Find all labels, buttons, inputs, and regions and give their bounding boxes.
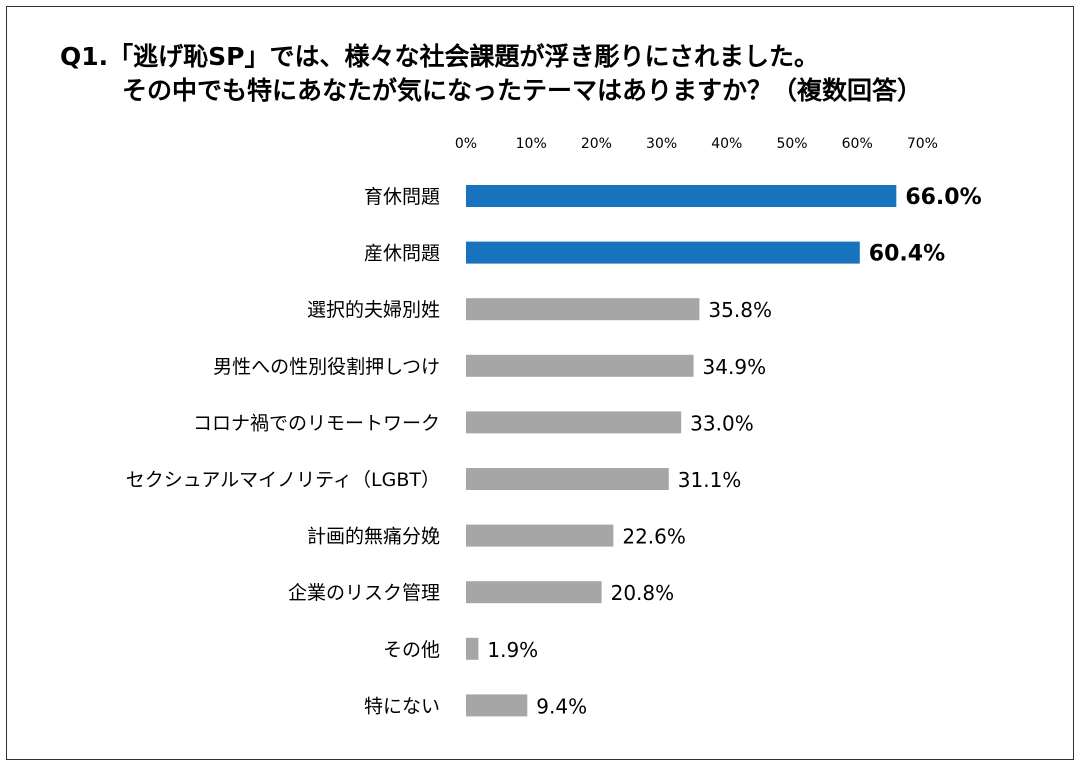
bar (466, 185, 897, 207)
data-label: 33.0% (690, 411, 754, 435)
data-label: 22.6% (622, 525, 686, 549)
bar (466, 524, 614, 547)
x-tick-label: 30% (646, 136, 677, 152)
category-label: 企業のリスク管理 (288, 582, 440, 604)
bar (466, 637, 479, 660)
data-label: 20.8% (611, 581, 675, 605)
data-label: 1.9% (487, 638, 538, 662)
data-label: 66.0% (905, 185, 981, 210)
category-label: 産休問題 (364, 243, 440, 265)
bar (466, 298, 700, 321)
chart-title-line2: その中でも特にあなたが気になったテーマはありますか？（複数回答） (122, 76, 923, 105)
data-label: 34.9% (703, 355, 767, 379)
bar (466, 694, 528, 717)
category-label: 特にない (364, 695, 440, 717)
x-tick-label: 60% (842, 136, 873, 152)
data-label: 31.1% (678, 468, 742, 492)
bar (466, 411, 682, 434)
x-tick-label: 70% (907, 136, 938, 152)
x-tick-label: 40% (711, 136, 742, 152)
data-label: 9.4% (536, 694, 587, 718)
x-tick-label: 10% (516, 136, 547, 152)
category-label: コロナ禍でのリモートワーク (193, 412, 440, 434)
data-label: 60.4% (869, 242, 945, 267)
bar (466, 354, 694, 377)
x-tick-label: 0% (455, 136, 477, 152)
chart-title: Q1.「逃げ恥SP」では、様々な社会課題が浮き彫りにされました。 その中でも特に… (60, 40, 922, 108)
x-tick-label: 50% (776, 136, 807, 152)
category-label: 選択的夫婦別姓 (307, 299, 440, 321)
bar (466, 581, 602, 604)
bar (466, 241, 860, 264)
bar (466, 468, 669, 490)
x-tick-label: 20% (581, 136, 612, 152)
category-label: 育休問題 (364, 186, 440, 208)
data-label: 35.8% (708, 298, 772, 322)
chart-frame (6, 6, 1074, 760)
chart-title-line1: Q1.「逃げ恥SP」では、様々な社会課題が浮き彫りにされました。 (60, 42, 819, 71)
category-label: 男性への性別役割押しつけ (213, 356, 440, 378)
category-label: 計画的無痛分娩 (307, 526, 440, 548)
category-label: その他 (383, 639, 440, 661)
category-label: セクシュアルマイノリティ（LGBT） (126, 469, 440, 491)
